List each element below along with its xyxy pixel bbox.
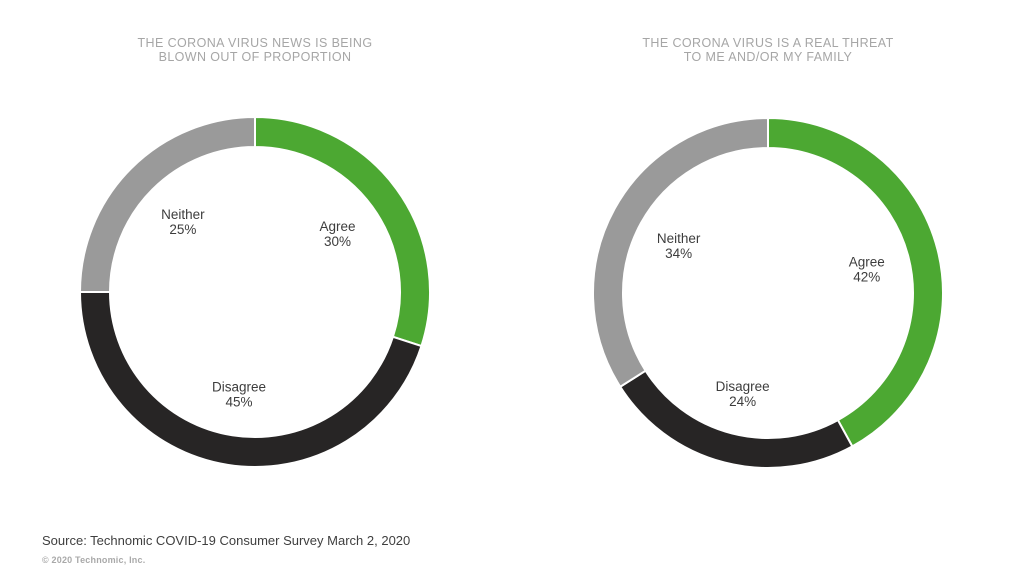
donut-segment-neither: [78, 115, 256, 293]
slice-label-agree: Agree 30%: [320, 219, 356, 249]
chart-title-right: THE CORONA VIRUS IS A REAL THREAT TO ME …: [603, 36, 933, 64]
slice-label-neither: Neither 34%: [657, 231, 701, 261]
chart-title-left-line2: BLOWN OUT OF PROPORTION: [158, 50, 352, 64]
slice-label-disagree: Disagree 45%: [212, 380, 266, 410]
slice-label-disagree: Disagree 24%: [716, 379, 770, 409]
chart-title-right-line2: TO ME AND/OR MY FAMILY: [683, 50, 853, 64]
slice-label-agree: Agree 42%: [849, 255, 885, 285]
slice-label-neither: Neither 25%: [161, 207, 205, 237]
chart-title-left: THE CORONA VIRUS NEWS IS BEING BLOWN OUT…: [90, 36, 420, 64]
donut-segment-neither: [592, 116, 769, 389]
donut-chart-blown-out-of-proportion: Agree 30% Disagree 45% Neither 25%: [78, 115, 431, 468]
copyright-note: © 2020 Technomic, Inc.: [42, 555, 146, 565]
chart-title-right-line1: THE CORONA VIRUS IS A REAL THREAT: [642, 36, 894, 50]
donut-chart-real-threat: Agree 42% Disagree 24% Neither 34%: [592, 116, 945, 469]
chart-title-left-line1: THE CORONA VIRUS NEWS IS BEING: [137, 36, 373, 50]
source-note: Source: Technomic COVID-19 Consumer Surv…: [42, 533, 411, 548]
